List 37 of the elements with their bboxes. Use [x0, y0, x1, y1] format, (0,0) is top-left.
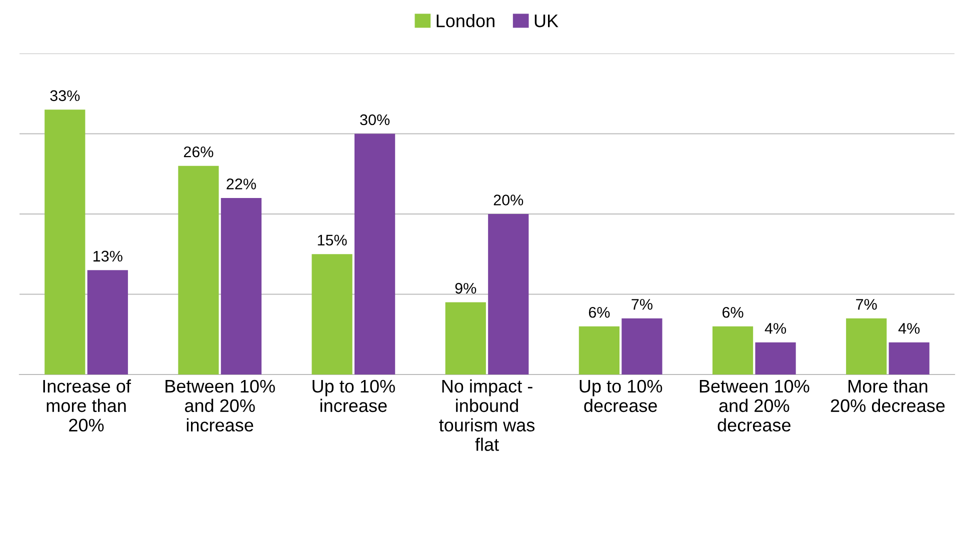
data-label: 7% — [856, 299, 877, 310]
data-label: 6% — [722, 306, 744, 318]
bar — [622, 318, 662, 374]
x-tick-label: Increase of more than 20% — [43, 379, 131, 432]
bar — [87, 270, 128, 374]
data-label: 33% — [50, 90, 80, 102]
x-tick-label: Between 10% and 20% decrease — [700, 380, 810, 432]
data-label: 13% — [94, 250, 122, 262]
bar — [578, 326, 620, 374]
bar — [445, 302, 486, 374]
bar — [755, 342, 796, 374]
bar — [488, 214, 529, 374]
data-label: 22% — [226, 178, 256, 190]
x-tick-label: No impact - inbound tourism was flat — [439, 379, 535, 451]
data-label: 4% — [764, 323, 786, 334]
bar — [354, 134, 396, 374]
bar — [888, 342, 930, 374]
legend-label: London — [436, 14, 494, 28]
data-label: 20% — [494, 194, 524, 206]
x-tick-label: Up to 10% increase — [312, 380, 395, 412]
bar — [44, 110, 86, 374]
x-tick-label: Up to 10% decrease — [580, 380, 662, 412]
data-label: 6% — [588, 306, 610, 318]
x-tick-label: More than 20% decrease — [830, 379, 945, 412]
data-label: 7% — [632, 299, 652, 310]
data-label: 9% — [455, 282, 476, 294]
data-label: 4% — [898, 323, 920, 334]
bar — [312, 254, 352, 374]
data-label: 15% — [318, 234, 347, 246]
bar — [712, 326, 754, 374]
data-label: 30% — [360, 114, 390, 126]
bar — [178, 166, 219, 374]
bar — [846, 318, 887, 374]
data-label: 26% — [184, 146, 214, 158]
legend-label: UK — [534, 14, 558, 28]
x-tick-label: Between 10% and 20% increase — [166, 380, 275, 432]
bar — [220, 198, 262, 374]
